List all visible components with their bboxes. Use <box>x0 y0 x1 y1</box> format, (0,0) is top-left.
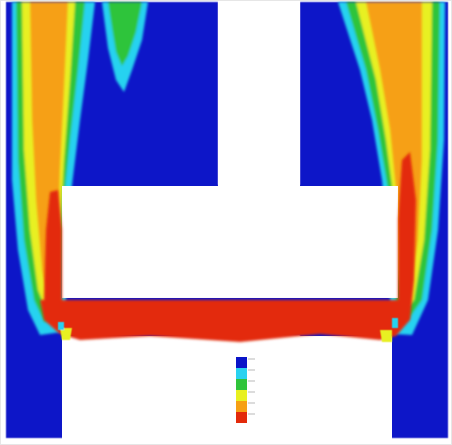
lower-block <box>62 336 392 440</box>
fringe-left <box>60 328 72 340</box>
fringe-right <box>380 330 392 342</box>
red-gap-band <box>40 300 412 342</box>
legend-swatch <box>236 368 247 379</box>
color-legend <box>236 357 255 423</box>
horizontal-plate <box>62 186 398 298</box>
red-band <box>40 152 416 342</box>
fringe-right-cyan <box>392 318 398 328</box>
center-plume <box>102 2 148 92</box>
center-plume-green <box>108 2 142 66</box>
legend-swatch <box>236 357 247 368</box>
red-right-flank <box>398 152 416 320</box>
legend-swatch <box>236 412 247 423</box>
left-plume <box>12 2 95 335</box>
left-plume-orange <box>30 2 68 302</box>
corner-fringes <box>58 318 398 342</box>
solid-obstacles <box>62 0 398 440</box>
upper-stem <box>218 0 300 186</box>
legend-swatch <box>236 401 247 412</box>
legend-swatch <box>236 390 247 401</box>
red-left-flank <box>44 190 62 300</box>
legend-swatch <box>236 379 247 390</box>
fringe-left-cyan <box>58 322 64 330</box>
